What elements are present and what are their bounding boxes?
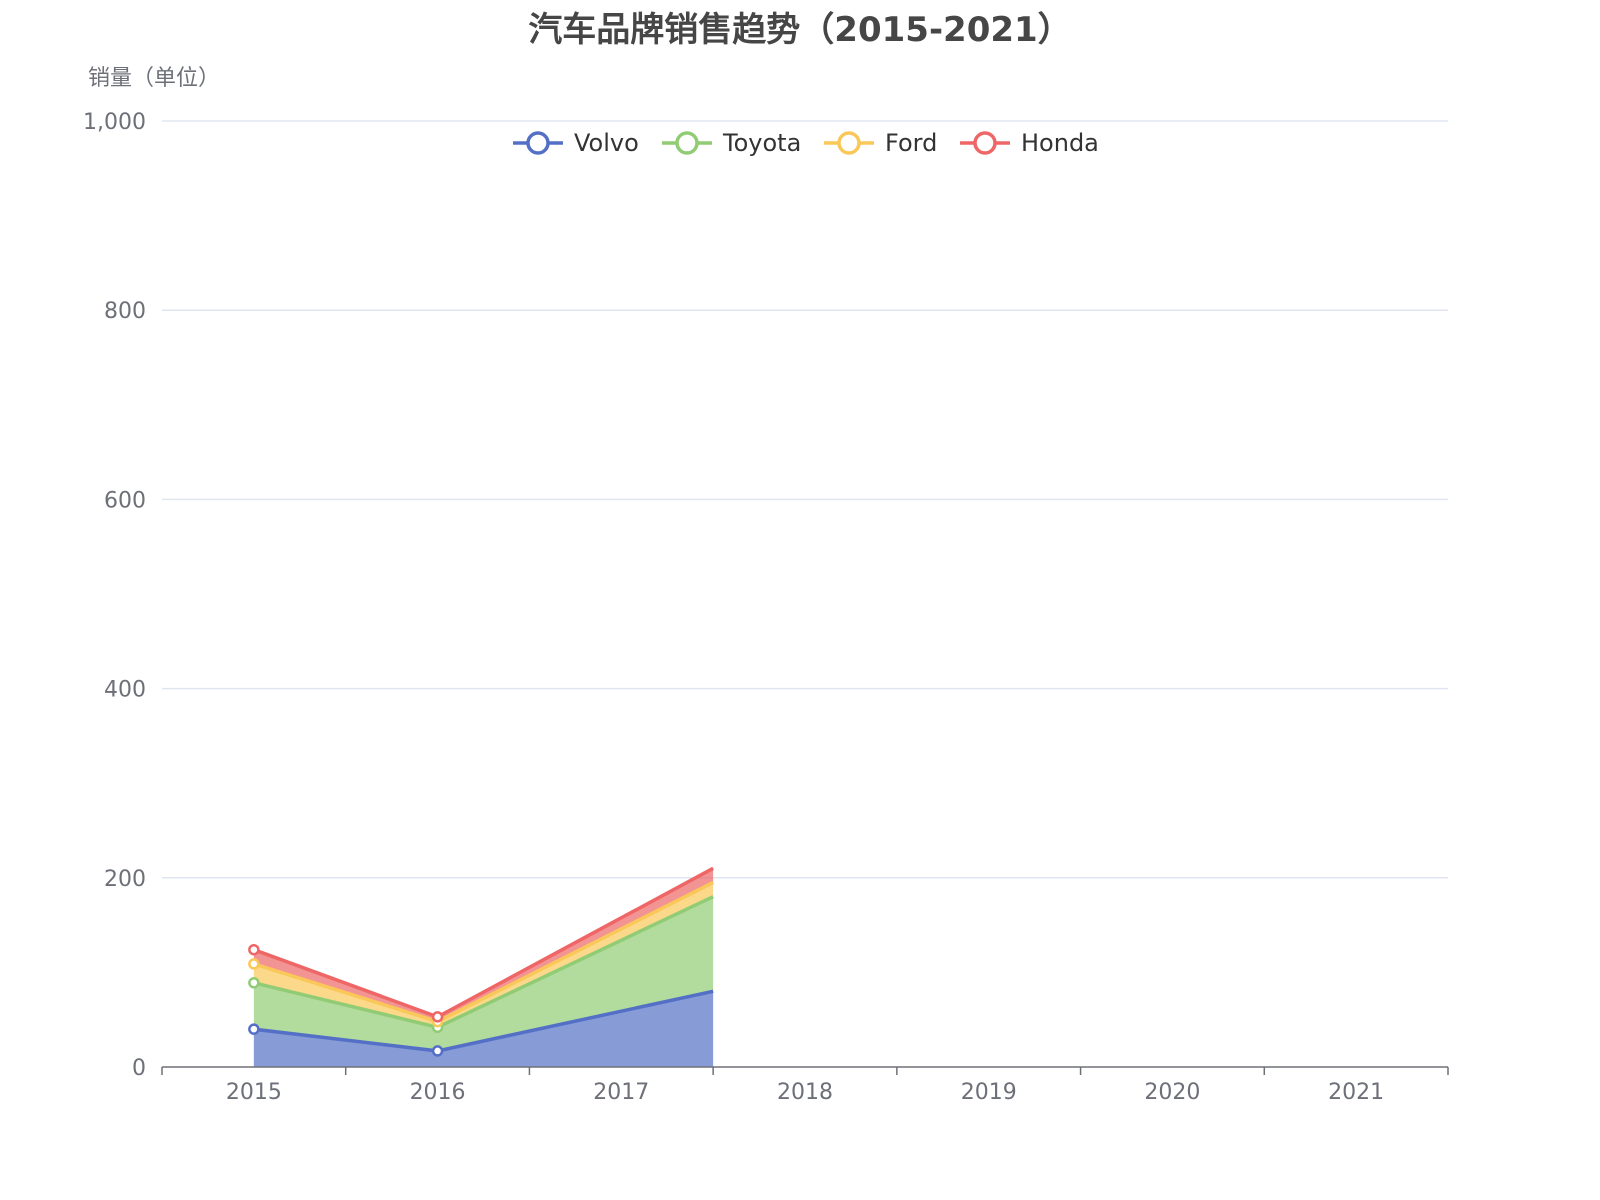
legend-label: Volvo [574, 129, 639, 157]
data-points [248, 943, 444, 1057]
legend-item-honda[interactable]: Honda [960, 129, 1099, 157]
x-tick-label: 2017 [593, 1080, 649, 1105]
legend-marker-icon [837, 131, 861, 155]
x-tick-label: 2018 [777, 1080, 833, 1105]
data-point-volvo[interactable] [431, 1045, 444, 1057]
x-tick-label: 2015 [226, 1080, 282, 1105]
axes: 0 200 400 600 800 1,000 2015 2016 2017 2018 2019 20… [83, 110, 1449, 1105]
legend-item-ford[interactable]: Ford [824, 129, 937, 157]
x-tick-label: 2019 [961, 1080, 1017, 1105]
legend-label: Honda [1021, 129, 1099, 157]
y-tick-label: 200 [104, 867, 146, 892]
legend-marker-icon [526, 131, 550, 155]
x-tick-label: 2016 [410, 1080, 466, 1105]
y-tick-label: 600 [104, 488, 146, 513]
legend[interactable]: Volvo Toyota Ford Honda [513, 129, 1099, 157]
y-tick-label: 1,000 [83, 110, 146, 135]
x-tick-label: 2020 [1144, 1080, 1200, 1105]
legend-item-toyota[interactable]: Toyota [662, 129, 801, 157]
legend-label: Toyota [722, 129, 801, 157]
data-point-volvo[interactable] [248, 1023, 260, 1035]
data-point-ford[interactable] [248, 958, 260, 970]
data-point-toyota[interactable] [248, 977, 260, 989]
legend-marker-icon [675, 131, 699, 155]
y-tick-label: 400 [104, 678, 146, 703]
y-tick-label: 800 [104, 299, 146, 324]
x-tick-label: 2021 [1328, 1080, 1384, 1105]
data-point-honda[interactable] [248, 943, 260, 956]
grid-lines [162, 120, 1448, 879]
y-axis-label: 销量（单位） [88, 66, 221, 91]
chart-title: 汽车品牌销售趋势（2015-2021） [528, 10, 1072, 50]
legend-item-volvo[interactable]: Volvo [513, 129, 639, 157]
data-point-honda[interactable] [431, 1011, 444, 1023]
area-series [253, 866, 714, 1067]
y-tick-label: 0 [132, 1056, 146, 1081]
legend-marker-icon [973, 131, 997, 155]
area-volvo [253, 991, 714, 1067]
legend-label: Ford [885, 129, 937, 157]
